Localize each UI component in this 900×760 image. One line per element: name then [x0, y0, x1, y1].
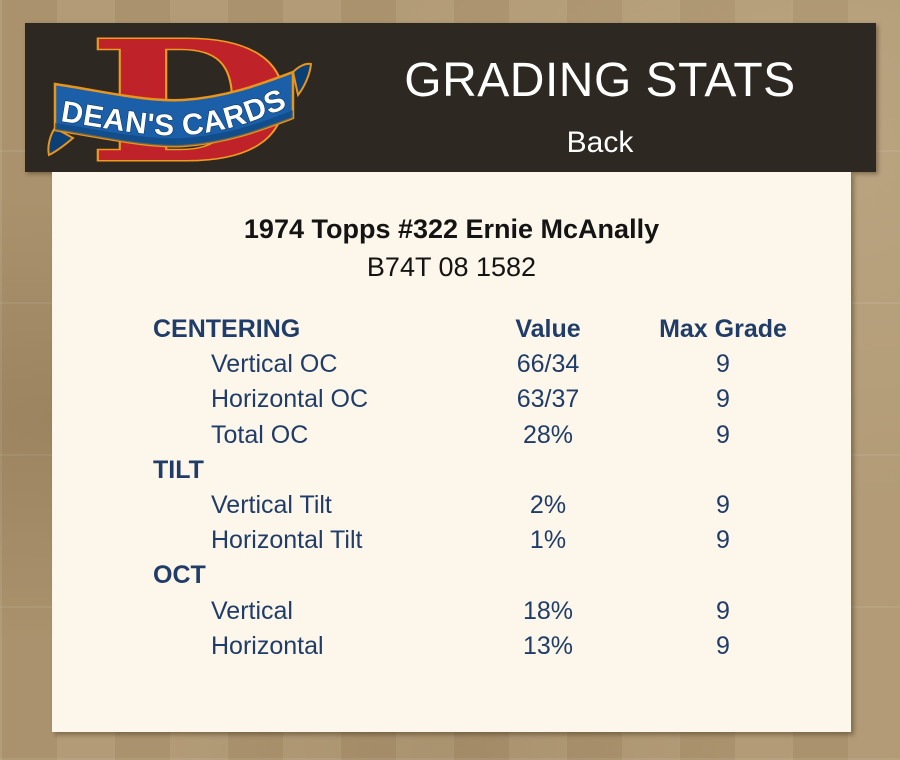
- empty-cell: [463, 558, 633, 593]
- deans-cards-logo[interactable]: D DEAN'S CARDS: [47, 4, 313, 202]
- section-label-centering: CENTERING: [153, 315, 301, 343]
- row-value: 2%: [529, 490, 567, 519]
- table-row: Horizontal Tilt 1% 9: [153, 523, 813, 558]
- table-row: Vertical OC 66/34 9: [153, 347, 813, 382]
- value-column-header: Value: [515, 315, 581, 343]
- row-value: 1%: [529, 526, 567, 555]
- row-label: Horizontal: [211, 631, 324, 660]
- empty-cell: [463, 453, 633, 488]
- empty-cell: [633, 558, 813, 593]
- table-row: Vertical Tilt 2% 9: [153, 488, 813, 523]
- row-max-grade: 9: [716, 490, 730, 519]
- row-max-grade: 9: [716, 385, 730, 414]
- row-value: 18%: [522, 596, 574, 625]
- table-header-row: CENTERING Value Max Grade: [153, 312, 813, 347]
- table-row: Vertical 18% 9: [153, 594, 813, 629]
- table-row: Horizontal 13% 9: [153, 629, 813, 664]
- row-label: Horizontal Tilt: [211, 526, 363, 555]
- row-label: Vertical OC: [211, 350, 338, 379]
- table-section-row: OCT: [153, 558, 813, 593]
- row-max-grade: 9: [716, 631, 730, 660]
- row-label: Vertical: [211, 596, 293, 625]
- table-row: Horizontal OC 63/37 9: [153, 382, 813, 417]
- row-label: Vertical Tilt: [211, 490, 332, 519]
- row-value: 63/37: [516, 385, 580, 414]
- row-label: Total OC: [211, 420, 309, 449]
- content-panel: 1974 Topps #322 Ernie McAnally B74T 08 1…: [52, 172, 851, 732]
- section-label-oct: OCT: [153, 561, 206, 590]
- row-value: 28%: [522, 420, 574, 449]
- side-label: Back: [566, 126, 634, 159]
- row-max-grade: 9: [716, 526, 730, 555]
- row-value: 66/34: [516, 350, 580, 379]
- page-title: GRADING STATS: [404, 54, 796, 107]
- deans-cards-logo-graphic: D DEAN'S CARDS: [47, 4, 313, 202]
- row-max-grade: 9: [716, 596, 730, 625]
- row-label: Horizontal OC: [211, 385, 368, 414]
- row-max-grade: 9: [716, 350, 730, 379]
- max-grade-column-header: Max Grade: [659, 315, 787, 343]
- row-max-grade: 9: [716, 420, 730, 449]
- header-bar: D DEAN'S CARDS GRADING STATS Back: [25, 4, 876, 202]
- table-row: Total OC 28% 9: [153, 418, 813, 453]
- table-section-row: TILT: [153, 453, 813, 488]
- card-title: 1974 Topps #322 Ernie McAnally: [243, 214, 660, 244]
- section-label-tilt: TILT: [153, 455, 204, 484]
- empty-cell: [633, 453, 813, 488]
- grading-stats-table: CENTERING Value Max Grade Vertical OC 66…: [153, 312, 813, 664]
- card-serial-code: B74T 08 1582: [366, 252, 537, 282]
- row-value: 13%: [522, 631, 574, 660]
